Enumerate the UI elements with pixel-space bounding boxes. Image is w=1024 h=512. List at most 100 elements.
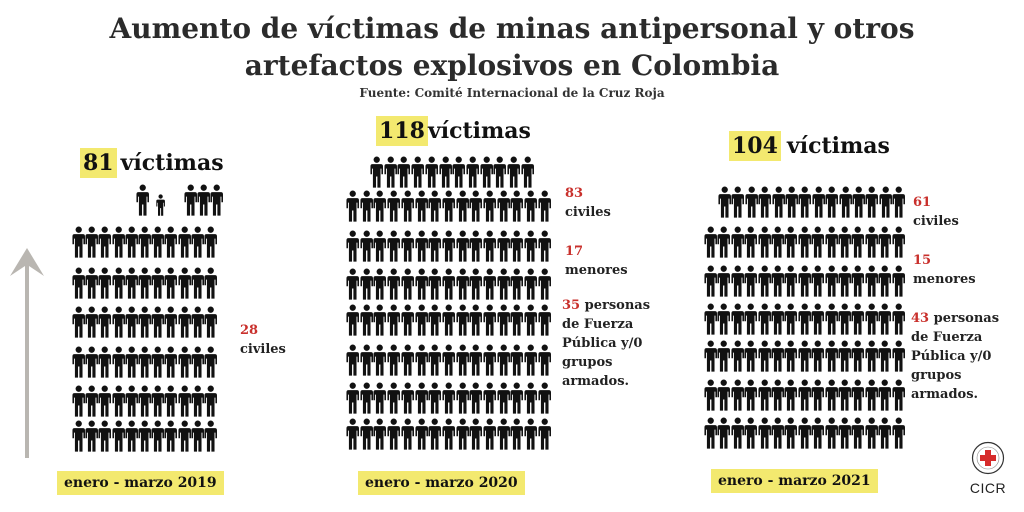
person-icon <box>825 340 838 376</box>
person-icon <box>346 268 359 304</box>
person-icon <box>771 226 784 262</box>
person-icon <box>151 226 165 262</box>
person-icon <box>112 267 125 303</box>
stat-number: 43 <box>911 311 930 326</box>
total-2019: 81 víctimas <box>80 148 224 178</box>
person-icon <box>497 382 510 418</box>
person-icon <box>204 420 217 456</box>
person-icon <box>717 265 731 301</box>
person-icon <box>538 304 551 340</box>
person-icon <box>510 268 524 304</box>
person-icon <box>387 190 401 226</box>
person-icon <box>825 417 838 453</box>
person-icon <box>497 230 510 266</box>
person-icon <box>178 267 191 303</box>
person-icon <box>878 303 892 339</box>
person-icon <box>497 344 510 380</box>
person-icon <box>865 226 878 262</box>
person-icon <box>784 417 798 453</box>
person-icon <box>744 340 758 376</box>
person-icon <box>414 190 428 226</box>
person-icon <box>811 417 825 453</box>
person-icon <box>839 186 852 222</box>
stat-2021-fuerza-publica: 43 personas de Fuerza Pública y/0 grupos… <box>911 309 1006 404</box>
person-icon <box>204 226 217 262</box>
person-icon <box>510 382 524 418</box>
person-icon <box>892 379 905 415</box>
stat-number: 15 <box>913 253 932 268</box>
person-icon <box>838 303 851 339</box>
person-icon <box>98 267 112 303</box>
person-icon <box>164 420 178 456</box>
stat-2021-civiles: 61 civiles <box>913 193 993 231</box>
person-icon <box>892 186 906 222</box>
person-icon <box>401 382 414 418</box>
person-icon <box>184 184 197 220</box>
person-icon <box>360 304 373 340</box>
person-icon <box>825 303 838 339</box>
person-icon <box>811 379 825 415</box>
person-icon <box>731 226 744 262</box>
stat-label: menores <box>565 263 628 278</box>
person-icon <box>852 186 865 222</box>
person-icon <box>851 417 865 453</box>
person-icon <box>125 346 138 382</box>
stat-number: 35 <box>562 298 581 313</box>
person-icon <box>892 303 905 339</box>
stat-number: 61 <box>913 195 932 210</box>
person-icon <box>758 265 771 301</box>
person-icon <box>524 382 538 418</box>
person-icon <box>411 156 425 192</box>
person-icon <box>138 346 151 382</box>
person-icon <box>538 268 551 304</box>
person-icon <box>346 418 359 454</box>
person-icon <box>811 265 825 301</box>
person-icon <box>825 186 839 222</box>
stat-number: 17 <box>565 244 584 259</box>
person-icon <box>865 340 878 376</box>
person-icon <box>744 303 758 339</box>
cicr-label: CICR <box>969 480 1007 496</box>
person-icon <box>401 268 414 304</box>
person-icon <box>138 420 151 456</box>
person-icon <box>758 303 771 339</box>
person-icon <box>387 230 401 266</box>
person-icon <box>401 190 414 226</box>
person-icon <box>442 230 455 266</box>
person-icon <box>204 267 217 303</box>
stat-2020-fuerza-publica: 35 personas de Fuerza Pública y/0 grupos… <box>562 296 654 391</box>
person-icon <box>469 344 483 380</box>
person-icon <box>851 303 865 339</box>
person-icon <box>865 265 878 301</box>
person-icon <box>178 385 191 421</box>
person-icon <box>483 304 496 340</box>
stat-label: civiles <box>565 205 611 220</box>
person-icon <box>483 418 496 454</box>
person-icon <box>538 344 551 380</box>
person-icon <box>112 385 125 421</box>
person-icon <box>442 304 455 340</box>
person-icon <box>456 382 469 418</box>
stat-2020-menores: 17 menores <box>565 242 645 280</box>
person-icon <box>178 346 191 382</box>
person-icon <box>798 186 812 222</box>
person-icon <box>704 417 717 453</box>
person-icon <box>125 306 138 342</box>
person-icon <box>731 303 744 339</box>
person-icon <box>704 226 717 262</box>
stat-label: menores <box>913 272 976 287</box>
period-2021: enero - marzo 2021 <box>711 469 878 493</box>
person-icon <box>178 226 191 262</box>
stat-number: 83 <box>565 186 584 201</box>
person-icon <box>125 267 138 303</box>
person-icon <box>414 344 428 380</box>
person-icon <box>442 418 455 454</box>
person-icon <box>838 265 851 301</box>
person-icon <box>717 417 731 453</box>
person-icon <box>758 186 772 222</box>
person-icon <box>521 156 534 192</box>
person-icon <box>838 226 851 262</box>
person-icon <box>373 418 387 454</box>
person-icon <box>704 265 717 301</box>
person-icon <box>442 268 455 304</box>
